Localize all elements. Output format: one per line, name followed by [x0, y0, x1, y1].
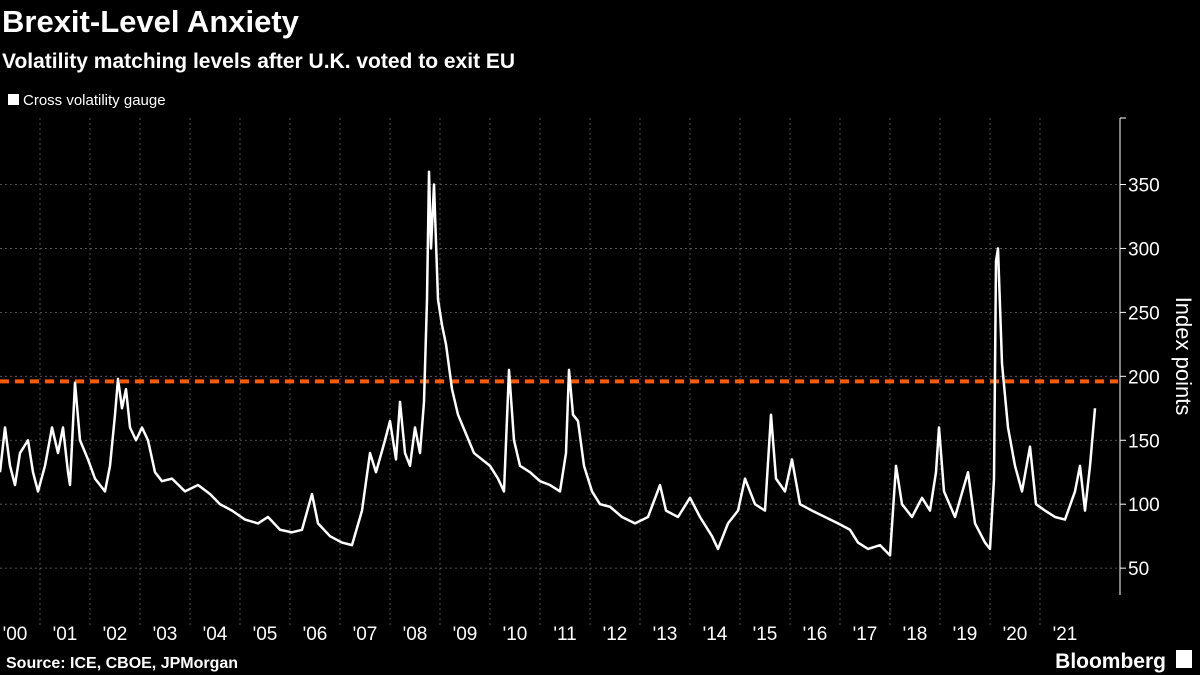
data-line: [0, 170, 1097, 557]
chart-title: Brexit-Level Anxiety: [2, 4, 300, 39]
x-tick-label: '09: [453, 624, 478, 645]
x-tick-label: '19: [953, 624, 978, 645]
x-tick-label: '11: [553, 624, 576, 645]
legend-swatch: [8, 94, 19, 105]
x-tick-label: '13: [653, 624, 678, 645]
x-tick-label: '08: [403, 624, 428, 645]
x-tick-label: '02: [103, 624, 128, 645]
x-tick-label: '20: [1003, 624, 1028, 645]
y-tick-label: 200: [1128, 367, 1160, 388]
x-tick-label: '10: [503, 624, 528, 645]
x-tick-label: '00: [3, 624, 28, 645]
branding: Bloomberg: [1055, 650, 1166, 673]
legend-label: Cross volatility gauge: [23, 92, 166, 109]
x-tick-label: '03: [153, 624, 178, 645]
x-tick-label: '01: [53, 624, 78, 645]
x-tick-label: '15: [753, 624, 778, 645]
y-tick-label: 150: [1128, 431, 1160, 452]
y-tick-label: 300: [1128, 239, 1160, 260]
source: Source: ICE, CBOE, JPMorgan: [6, 655, 238, 672]
x-tick-label: '05: [253, 624, 278, 645]
logo-box: [1176, 650, 1192, 668]
x-tick-label: '07: [353, 624, 378, 645]
x-tick-label: '16: [803, 624, 828, 645]
x-tick-label: '21: [1053, 624, 1078, 645]
y-axis-label: Index points: [1171, 297, 1196, 416]
chart-subtitle: Volatility matching levels after U.K. vo…: [2, 50, 515, 73]
y-tick-label: 50: [1128, 559, 1149, 580]
y-tick-label: 100: [1128, 495, 1160, 516]
x-tick-label: '18: [903, 624, 928, 645]
x-tick-label: '12: [603, 624, 628, 645]
x-tick-label: '06: [303, 624, 328, 645]
x-tick-label: '14: [703, 624, 728, 645]
x-tick-label: '17: [853, 624, 878, 645]
y-tick-label: 250: [1128, 303, 1160, 324]
x-tick-label: '04: [203, 624, 228, 645]
y-tick-label: 350: [1128, 175, 1160, 196]
